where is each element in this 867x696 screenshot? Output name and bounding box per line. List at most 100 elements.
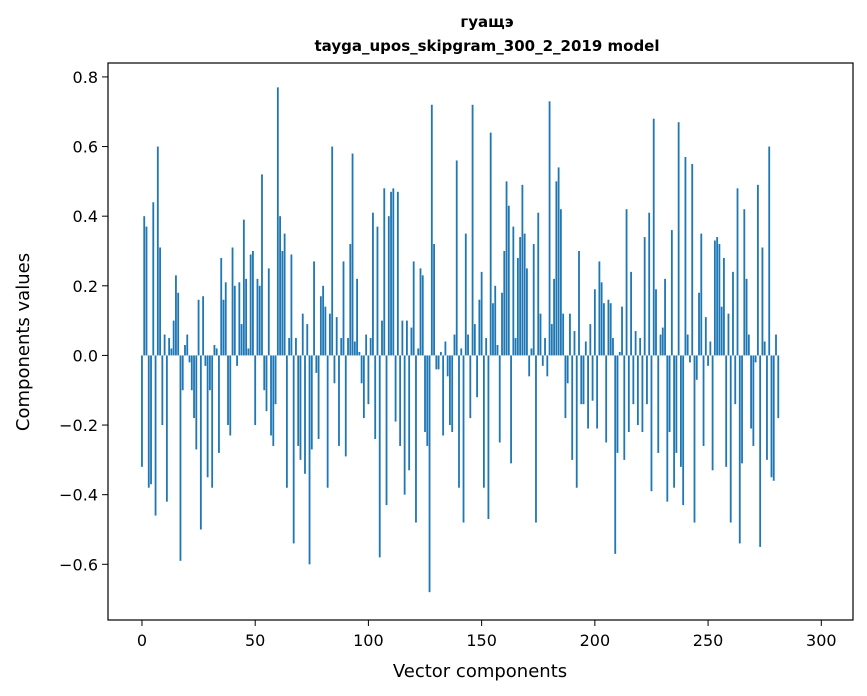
bar-component-156: [494, 285, 497, 356]
y-tick-label-5: 0.4: [73, 207, 98, 226]
bar-component-281: [777, 355, 780, 419]
bar-component-127: [428, 355, 431, 593]
bar-component-77: [315, 355, 318, 373]
bar-component-43: [238, 282, 241, 356]
bar-component-214: [625, 209, 628, 356]
bar-component-48: [249, 254, 252, 356]
bar-component-153: [487, 355, 490, 520]
bar-component-162: [507, 205, 510, 356]
bar-component-2: [145, 226, 148, 356]
bar-component-183: [555, 181, 558, 356]
bar-component-222: [643, 237, 646, 356]
bar-component-164: [512, 226, 515, 356]
bar-component-87: [338, 355, 340, 446]
bar-component-86: [335, 317, 338, 356]
bar-component-26: [199, 355, 202, 530]
bar-component-265: [741, 355, 743, 464]
bar-component-159: [501, 292, 503, 356]
bar-component-200: [593, 289, 596, 356]
bar-component-165: [514, 338, 517, 356]
bar-component-184: [557, 167, 560, 356]
bar-component-216: [630, 271, 632, 356]
bar-component-23: [193, 355, 195, 419]
bar-component-106: [381, 320, 383, 356]
bar-component-116: [403, 355, 406, 495]
bar-component-142: [462, 355, 465, 523]
bar-component-240: [684, 156, 687, 356]
bar-component-171: [528, 355, 531, 377]
bar-component-38: [227, 355, 229, 426]
bar-component-45: [242, 219, 245, 356]
bar-component-227: [655, 289, 657, 356]
bar-component-61: [279, 216, 281, 356]
bar-component-270: [752, 355, 755, 446]
bar-component-62: [281, 250, 284, 356]
bar-component-59: [274, 355, 277, 405]
bar-component-271: [754, 355, 757, 363]
bar-component-72: [304, 355, 306, 474]
bar-component-39: [229, 355, 232, 436]
bar-component-245: [695, 355, 698, 380]
bar-component-119: [410, 327, 413, 356]
bar-component-217: [632, 355, 635, 405]
bar-component-114: [399, 355, 402, 446]
bar-component-128: [430, 104, 433, 356]
bar-component-257: [723, 257, 725, 356]
bar-component-176: [539, 313, 542, 356]
bar-component-168: [521, 184, 524, 356]
bar-component-136: [449, 355, 451, 426]
bar-component-154: [489, 132, 492, 356]
bar-component-65: [288, 338, 291, 356]
bar-component-141: [460, 348, 463, 356]
bar-component-95: [356, 278, 358, 356]
bar-component-145: [469, 355, 472, 419]
bar-component-28: [204, 355, 207, 366]
bar-component-138: [453, 334, 456, 356]
bar-component-146: [471, 104, 474, 356]
bar-component-238: [680, 355, 682, 467]
bar-component-117: [406, 320, 408, 356]
bar-component-123: [419, 268, 422, 356]
bar-component-193: [578, 250, 580, 356]
bar-component-1: [143, 216, 146, 356]
bar-component-14: [172, 320, 175, 356]
bar-component-197: [587, 355, 589, 429]
x-tick-label-200: 200: [580, 631, 611, 650]
bar-component-112: [394, 355, 397, 422]
x-tick-label-250: 250: [693, 631, 724, 650]
bar-component-49: [252, 250, 254, 356]
bar-component-233: [668, 355, 671, 433]
bar-component-215: [627, 355, 630, 433]
bar-component-122: [417, 348, 420, 356]
chart-title: гуащэ: [460, 13, 513, 31]
bar-component-81: [324, 306, 327, 356]
bar-component-75: [310, 355, 313, 450]
bar-component-134: [444, 341, 447, 356]
bar-component-190: [571, 355, 574, 460]
bar-component-194: [580, 355, 583, 405]
bar-component-273: [759, 355, 762, 547]
bar-component-247: [700, 233, 703, 356]
bar-component-267: [745, 278, 748, 356]
bar-component-21: [188, 355, 191, 363]
bar-component-241: [686, 334, 689, 356]
bar-component-76: [313, 261, 315, 356]
bar-component-46: [245, 278, 248, 356]
y-tick-label-4: 0.2: [73, 277, 98, 296]
bar-component-232: [666, 355, 669, 502]
bar-component-260: [729, 355, 732, 523]
bar-component-213: [623, 355, 626, 460]
bar-component-8: [159, 247, 161, 356]
bar-component-219: [636, 355, 639, 426]
bar-component-148: [476, 355, 479, 398]
bar-component-85: [333, 355, 336, 384]
bar-component-20: [186, 334, 189, 356]
bar-component-276: [766, 355, 768, 460]
x-tick-label-0: 0: [137, 631, 147, 650]
x-tick-label-100: 100: [353, 631, 384, 650]
bar-component-255: [718, 244, 721, 356]
bar-component-186: [562, 313, 565, 356]
bar-component-104: [376, 226, 379, 356]
bar-component-170: [526, 268, 528, 356]
bar-component-251: [709, 341, 712, 356]
